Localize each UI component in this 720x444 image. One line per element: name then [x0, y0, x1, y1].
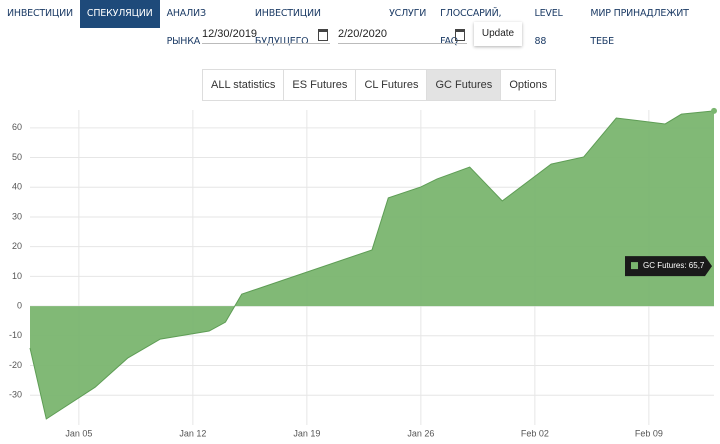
y-tick-label: 0	[17, 300, 22, 310]
nav-item[interactable]: МИР ПРИНАДЛЕЖИТ ТЕБЕ	[590, 8, 689, 47]
x-tick-label: Jan 19	[293, 428, 320, 438]
nav-bar: ИНВЕСТИЦИИ СПЕКУЛЯЦИИ АНАЛИЗ РЫНКА ИНВЕС…	[0, 0, 720, 47]
y-tick-label: 30	[12, 211, 22, 221]
date-input[interactable]: 12/30/2019	[202, 25, 330, 44]
nav-item[interactable]: СПЕКУЛЯЦИИ	[79, 0, 160, 28]
y-tick-label: 50	[12, 152, 22, 162]
tab[interactable]: CL Futures	[356, 70, 428, 100]
y-tick-label: 60	[12, 122, 22, 132]
nav-item[interactable]: ГЛОССАРИЙ, FAQ	[440, 8, 502, 47]
nav-item[interactable]: АНАЛИЗ РЫНКА	[166, 8, 206, 47]
point	[711, 107, 717, 114]
x-tick-label: Jan 12	[179, 428, 206, 438]
tab[interactable]: ALL statistics	[203, 70, 285, 100]
date-text: 2/20/2020	[338, 28, 387, 40]
y-tick-label: 10	[12, 271, 22, 281]
x-tick-label: Feb 09	[635, 428, 663, 438]
y-tick-label: -20	[9, 360, 22, 370]
date-input[interactable]: 2/20/2020	[338, 25, 467, 44]
calendar-icon	[455, 29, 465, 41]
y-tick-label: -10	[9, 330, 22, 340]
date-text: 12/30/2019	[202, 28, 258, 40]
x-tick-label: Jan 05	[65, 428, 92, 438]
calendar-icon	[318, 29, 328, 41]
nav-item[interactable]: УСЛУГИ	[389, 8, 427, 19]
y-tick-label: 20	[12, 241, 22, 251]
tooltip-box	[625, 256, 712, 277]
tab[interactable]: GC Futures	[427, 70, 502, 100]
tooltip-swatch	[631, 262, 638, 270]
area	[30, 110, 714, 419]
x-tick-label: Jan 26	[407, 428, 434, 438]
tooltip-text: GC Futures: 65,7	[643, 261, 705, 270]
tab[interactable]: ES Futures	[284, 70, 357, 100]
nav-item[interactable]: LEVEL 88	[534, 8, 563, 47]
y-tick-label: -30	[9, 390, 22, 400]
tab[interactable]: Options	[509, 79, 548, 91]
nav-item[interactable]: ИНВЕСТИЦИИ БУДУЩЕГО	[254, 8, 321, 47]
y-tick-label: 40	[12, 182, 22, 192]
line	[29, 110, 715, 420]
tabs: ALL statistics ES Futures CL Futures GC …	[202, 69, 557, 101]
update-button[interactable]: Update	[474, 22, 522, 46]
nav-item[interactable]: ИНВЕСТИЦИИ	[7, 8, 73, 19]
x-tick-label: Feb 02	[521, 428, 549, 438]
